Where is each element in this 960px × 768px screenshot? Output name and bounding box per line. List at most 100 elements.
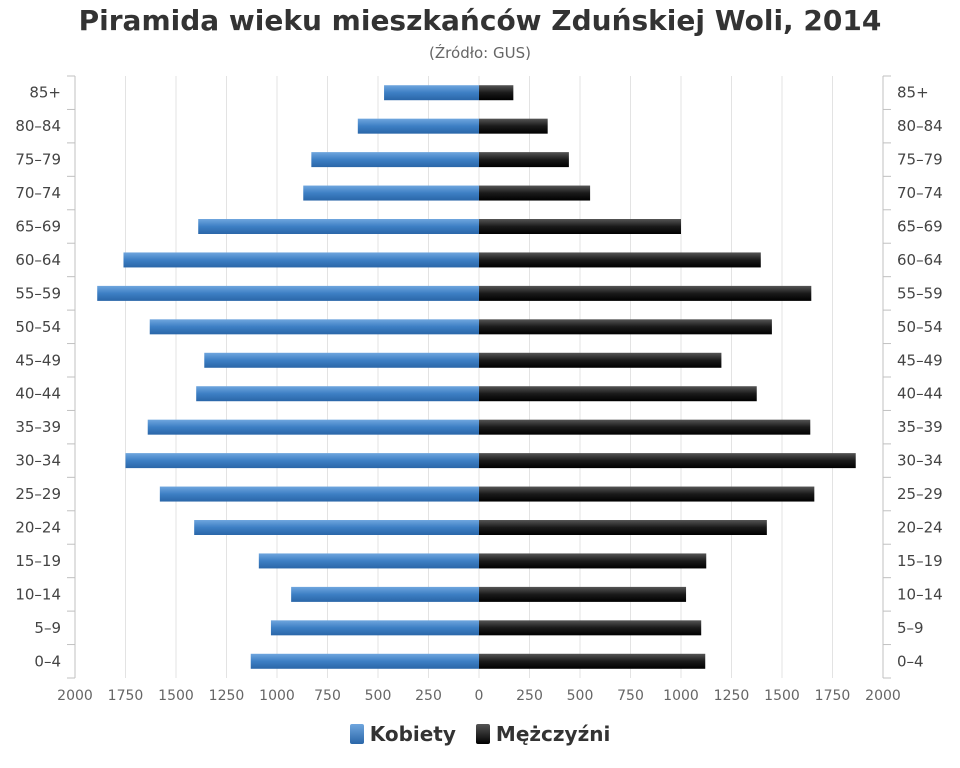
bar-kobiety[interactable] <box>384 85 479 101</box>
category-label-left: 75–79 <box>15 151 61 169</box>
bar-mezczyzni[interactable] <box>479 185 591 201</box>
grid-layer <box>67 75 891 679</box>
legend-label-kobiety: Kobiety <box>369 722 456 746</box>
category-label-right: 45–49 <box>897 351 943 369</box>
bar-mezczyzni[interactable] <box>479 520 767 535</box>
category-label-left: 15–19 <box>15 552 61 570</box>
bar-mezczyzni[interactable] <box>479 319 772 335</box>
x-tick-label: 2000 <box>57 688 93 704</box>
bar-kobiety[interactable] <box>291 586 479 602</box>
legend-swatch-mezczyzni <box>475 724 490 744</box>
category-label-right: 55–59 <box>897 284 943 302</box>
category-label-left: 0–4 <box>34 652 61 670</box>
x-tick-label: 1000 <box>259 688 295 704</box>
x-tick-label: 1250 <box>209 688 245 704</box>
category-label-right: 50–54 <box>897 318 943 336</box>
x-tick-label: 500 <box>365 688 392 704</box>
bar-kobiety[interactable] <box>123 252 479 268</box>
category-label-left: 25–29 <box>15 485 61 503</box>
bar-kobiety[interactable] <box>159 486 479 502</box>
chart-subtitle: (Źródło: GUS) <box>429 44 531 62</box>
category-label-right: 20–24 <box>897 519 943 537</box>
category-label-left: 50–54 <box>15 318 61 336</box>
bar-kobiety[interactable] <box>198 219 479 234</box>
bar-kobiety[interactable] <box>194 520 479 535</box>
bar-mezczyzni[interactable] <box>479 586 687 602</box>
legend-label-mezczyzni: Mężczyźni <box>495 722 611 746</box>
category-label-right: 40–44 <box>897 385 943 403</box>
legend-item-mezczyzni[interactable]: Mężczyźni <box>475 722 611 746</box>
bar-mezczyzni[interactable] <box>479 85 514 101</box>
category-label-left: 45–49 <box>15 351 61 369</box>
bar-mezczyzni[interactable] <box>479 486 815 502</box>
category-label-left: 10–14 <box>15 585 61 603</box>
bar-mezczyzni[interactable] <box>479 285 812 301</box>
bar-mezczyzni[interactable] <box>479 653 706 669</box>
x-tick-label: 1750 <box>815 688 851 704</box>
bar-kobiety[interactable] <box>250 653 479 669</box>
bar-kobiety[interactable] <box>149 319 480 335</box>
x-tick-label: 750 <box>617 688 644 704</box>
category-label-right: 60–64 <box>897 251 943 269</box>
category-label-left: 65–69 <box>15 218 61 236</box>
bar-mezczyzni[interactable] <box>479 419 811 435</box>
bar-kobiety[interactable] <box>270 620 479 636</box>
x-tick-label: 0 <box>475 688 484 704</box>
category-label-right: 65–69 <box>897 218 943 236</box>
labels-layer: 2000 1750 1500 1250 1000 750 500 250 0 250 500 750 1… <box>15 84 942 704</box>
x-tick-label: 2000 <box>865 688 901 704</box>
category-label-left: 70–74 <box>15 184 61 202</box>
legend-item-kobiety[interactable]: Kobiety <box>349 722 456 746</box>
bar-kobiety[interactable] <box>204 352 479 368</box>
category-label-right: 25–29 <box>897 485 943 503</box>
bar-kobiety[interactable] <box>125 453 480 469</box>
x-tick-label: 1000 <box>663 688 699 704</box>
category-label-right: 85+ <box>897 84 929 102</box>
bar-mezczyzni[interactable] <box>479 453 856 469</box>
bar-kobiety[interactable] <box>147 419 479 435</box>
bar-mezczyzni[interactable] <box>479 620 702 636</box>
category-label-left: 80–84 <box>15 117 61 135</box>
bar-mezczyzni[interactable] <box>479 386 757 402</box>
bar-mezczyzni[interactable] <box>479 118 548 134</box>
category-label-right: 70–74 <box>897 184 943 202</box>
category-label-left: 20–24 <box>15 519 61 537</box>
category-label-left: 60–64 <box>15 251 61 269</box>
bar-kobiety[interactable] <box>258 553 479 569</box>
category-label-right: 10–14 <box>897 585 943 603</box>
x-tick-label: 500 <box>567 688 594 704</box>
x-tick-label: 1750 <box>108 688 144 704</box>
category-label-left: 55–59 <box>15 284 61 302</box>
category-label-left: 30–34 <box>15 452 61 470</box>
bar-kobiety[interactable] <box>97 285 479 301</box>
category-label-right: 35–39 <box>897 418 943 436</box>
chart-title: Piramida wieku mieszkańców Zduńskiej Wol… <box>78 4 882 37</box>
category-label-right: 30–34 <box>897 452 943 470</box>
category-label-right: 0–4 <box>897 652 924 670</box>
x-tick-label: 1250 <box>714 688 750 704</box>
bar-kobiety[interactable] <box>196 386 479 402</box>
bar-mezczyzni[interactable] <box>479 252 761 268</box>
category-label-left: 35–39 <box>15 418 61 436</box>
bar-mezczyzni[interactable] <box>479 219 681 234</box>
category-label-right: 75–79 <box>897 151 943 169</box>
category-label-right: 5–9 <box>897 619 924 637</box>
x-tick-label: 1500 <box>158 688 194 704</box>
bar-mezczyzni[interactable] <box>479 352 722 368</box>
category-label-left: 40–44 <box>15 385 61 403</box>
bar-kobiety[interactable] <box>303 185 479 201</box>
bar-kobiety[interactable] <box>311 152 479 168</box>
legend-swatch-kobiety <box>349 724 364 744</box>
category-label-right: 80–84 <box>897 117 943 135</box>
x-tick-label: 1500 <box>764 688 800 704</box>
bar-kobiety[interactable] <box>357 118 479 134</box>
x-tick-label: 750 <box>314 688 341 704</box>
bar-mezczyzni[interactable] <box>479 553 707 569</box>
category-label-left: 85+ <box>29 84 61 102</box>
bar-mezczyzni[interactable] <box>479 152 569 168</box>
bars-layer <box>97 85 856 669</box>
category-label-right: 15–19 <box>897 552 943 570</box>
x-tick-label: 250 <box>415 688 442 704</box>
